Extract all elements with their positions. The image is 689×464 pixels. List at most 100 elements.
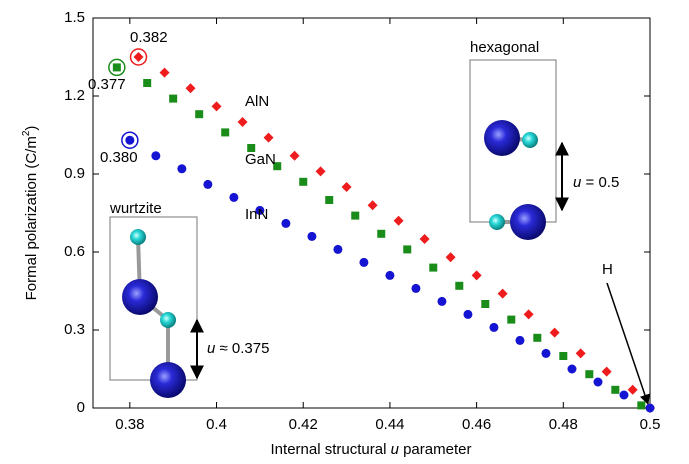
point [507,315,516,324]
legend-label: AlN [245,93,269,110]
u-symbol: u [573,174,582,191]
inset-label: wurtzite [109,200,162,217]
y-tick-label: 0.6 [64,243,85,260]
x-axis-label: Internal structural u parameter [271,441,472,458]
point [299,177,308,186]
point [445,252,456,263]
u-value: = 0.5 [581,174,619,191]
atom [160,312,176,328]
minimum-label: 0.380 [100,149,138,166]
x-tick-label: 0.38 [115,416,144,433]
point [351,211,360,220]
point [211,101,222,112]
point [263,132,274,143]
minimum-label: 0.382 [130,29,168,46]
point [637,401,646,410]
u-label: u ≈ 0.375 [207,340,269,357]
point [247,144,256,152]
y-label-text: Formal polarization (C/m [23,136,40,300]
point [533,333,542,342]
y-tick-label: 1.2 [64,87,85,104]
point [567,364,577,374]
minimum-label: 0.377 [88,76,126,93]
u-value: ≈ 0.375 [215,340,269,357]
point [125,135,135,145]
point [359,257,369,267]
point [289,150,300,161]
point [151,151,161,161]
point [203,179,213,189]
point [385,270,395,280]
point [325,196,334,204]
point [559,352,568,360]
point [377,229,386,238]
x-tick-label: 0.48 [549,416,578,433]
point [515,335,525,345]
x-label-text: parameter [399,441,472,458]
atom [122,279,158,315]
point [549,327,560,338]
y-tick-label: 0 [77,399,85,416]
point [627,384,638,395]
point [411,283,421,293]
point [437,296,447,306]
atom [522,132,538,148]
x-label-symbol: u [391,441,400,458]
point [541,348,551,358]
point [611,385,620,394]
point [112,63,121,72]
point [333,244,343,254]
point [229,192,239,202]
pointer-arrow [606,282,650,405]
point [367,200,378,211]
point [585,370,594,379]
point [159,67,170,78]
inset-label: hexagonal [470,39,539,56]
atom [150,362,186,398]
y-label-sup: 2 [21,130,32,136]
point [177,164,187,174]
point [601,366,612,377]
point [255,205,265,215]
point [463,309,473,319]
atom [130,229,146,245]
point [419,234,430,244]
hexagonal-inset: hexagonal u = 0.5 [469,39,619,240]
atom [484,120,520,156]
atom [489,214,505,230]
point [497,288,508,299]
point [593,377,603,387]
point [481,300,490,308]
x-tick-label: 0.44 [375,416,404,433]
point [489,322,499,332]
x-tick-label: 0.5 [640,416,661,433]
legend-label: InN [245,206,268,223]
point [393,215,404,226]
x-tick-label: 0.46 [462,416,491,433]
y-tick-label: 1.5 [64,9,85,26]
point-label: H [602,261,613,278]
x-tick-label: 0.4 [206,416,227,433]
minimum-ring [121,131,139,149]
point [341,182,352,192]
point [429,263,438,272]
point [133,52,144,62]
x-tick-label: 0.42 [289,416,318,433]
point [221,128,230,137]
point [645,403,655,413]
plot-frame [92,17,651,409]
point [403,245,412,254]
point [523,309,534,320]
point [455,281,464,290]
point [619,390,629,400]
y-label-text: ) [23,126,40,131]
point [575,348,586,359]
point [315,166,326,177]
point [237,117,248,127]
atom [510,204,546,240]
y-tick-label: 0.3 [64,321,85,338]
wurtzite-inset: wurtzite u ≈ 0.375 [109,200,269,398]
legend-label: GaN [245,151,276,168]
point [273,162,282,171]
u-label: u = 0.5 [573,174,619,191]
